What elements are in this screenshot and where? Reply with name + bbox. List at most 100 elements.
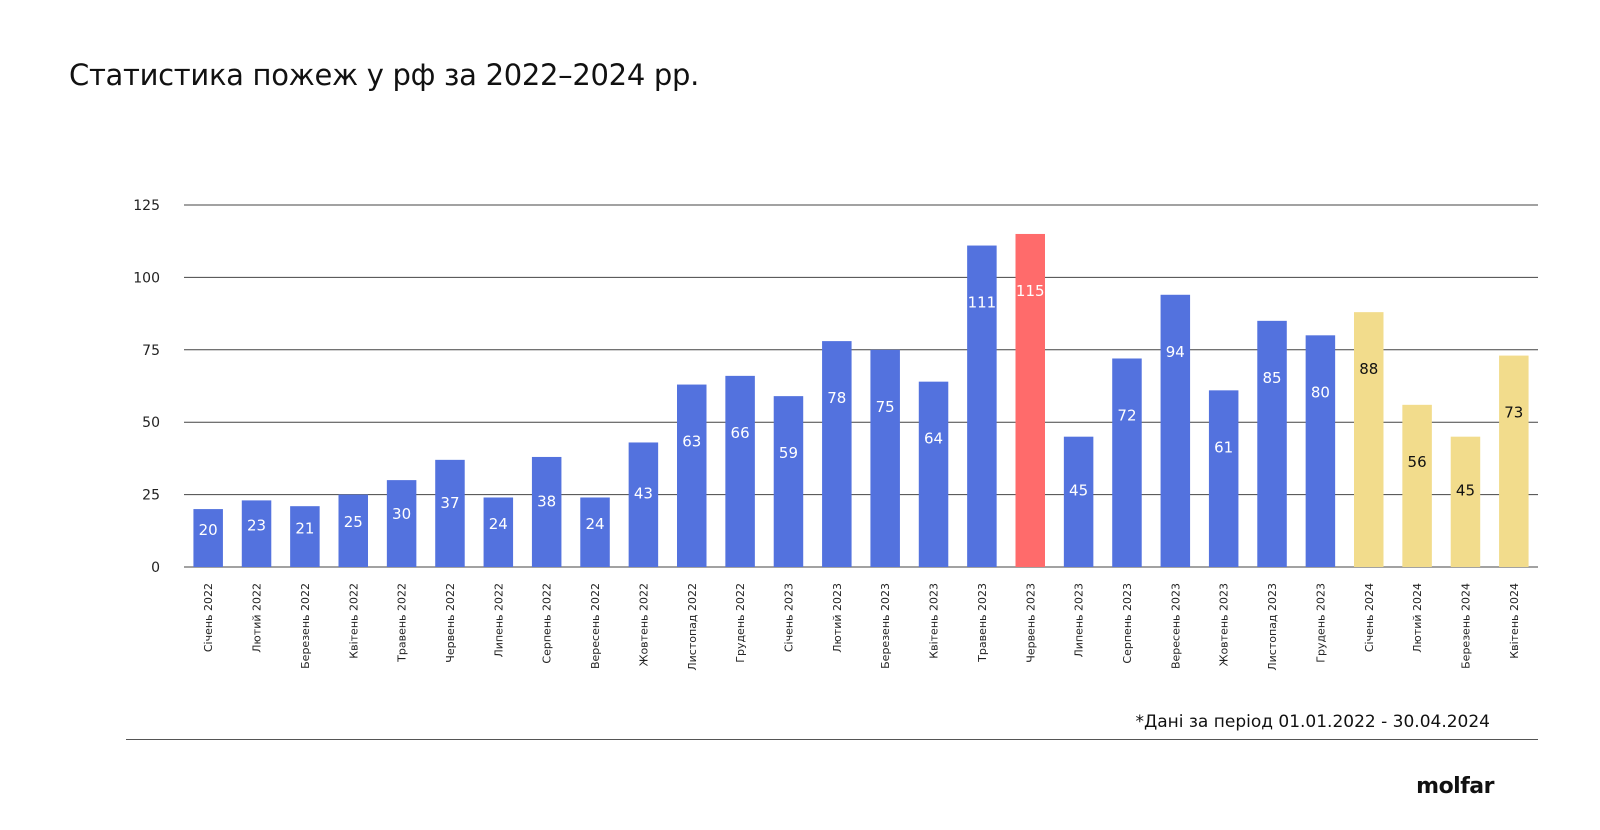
x-tick-label: Жовтень 2022 [637,583,650,666]
bars [193,233,1529,567]
x-tick-label: Червень 2023 [1024,583,1037,663]
bar-value-label: 63 [682,433,701,451]
x-tick-label: Серпень 2022 [541,583,554,664]
x-tick-label: Січень 2024 [1363,583,1376,652]
bar [1450,436,1481,567]
bar-value-label: 72 [1117,406,1136,424]
bar-value-label: 59 [779,444,798,462]
x-tick-label: Лютий 2022 [251,583,264,653]
bar [338,494,368,567]
x-tick-label: Травень 2023 [976,583,989,663]
x-tick-label: Січень 2023 [782,583,795,652]
y-tick-label: 75 [142,343,160,359]
x-tick-label: Лютий 2023 [831,583,844,653]
x-tick-label: Квітень 2022 [347,583,360,659]
bar-value-label: 25 [344,513,363,531]
bar [1208,390,1239,567]
bar-value-label: 88 [1359,360,1378,378]
bar-value-label: 111 [968,294,997,312]
bar [435,459,465,567]
bar [1257,320,1287,567]
bar-value-label: 64 [924,430,943,448]
data-labels: 20 23 21 25 30 37 24 38 24 43 63 66 59 78 75 64 111 115 45… [199,282,1524,539]
bar [1112,358,1142,567]
bar-value-label: 56 [1408,453,1427,471]
bar [773,396,804,567]
x-tick-label: Листопад 2022 [686,583,699,671]
bar [1160,294,1191,567]
bar [1015,233,1045,567]
x-tick-label: Березень 2023 [879,583,892,669]
y-tick-label: 25 [142,488,160,504]
x-tick-label: Грудень 2023 [1314,583,1327,663]
y-tick-label: 0 [151,560,160,576]
bar-value-label: 45 [1069,481,1088,499]
x-tick-label: Липень 2022 [492,583,505,658]
bar [531,456,562,567]
bar [1063,436,1094,567]
y-tick-label: 100 [133,270,160,286]
x-tick-label: Квітень 2024 [1508,583,1521,659]
y-axis-ticks: 0 25 50 75 100 125 [133,198,160,576]
bar-value-label: 78 [827,389,846,407]
bar-value-label: 24 [489,515,508,533]
x-tick-label: Серпень 2023 [1121,583,1134,664]
bar-value-label: 115 [1016,282,1045,300]
bar [967,245,997,567]
bar-chart: 0 25 50 75 100 125 20 23 21 25 30 37 24 38 24 43 63 66 59… [133,198,1538,671]
x-tick-label: Жовтень 2023 [1218,583,1231,666]
x-tick-label: Квітень 2023 [928,583,941,659]
bar [870,349,900,567]
bar-value-label: 30 [392,505,411,523]
x-tick-label: Травень 2022 [396,583,409,663]
x-tick-label: Червень 2022 [444,583,457,663]
x-tick-label: Грудень 2022 [734,583,747,663]
logo-text: molfar [1416,774,1494,799]
x-tick-label: Вересень 2022 [589,583,602,669]
x-tick-label: Липень 2023 [1073,583,1086,658]
bar [677,384,707,567]
bar [1402,404,1432,567]
bar [1354,312,1384,567]
bar [1499,355,1529,567]
bar [241,500,272,567]
bar-value-label: 43 [634,485,653,503]
y-tick-label: 50 [142,415,160,431]
bar [918,381,949,567]
bar [386,480,417,567]
x-tick-label: Листопад 2023 [1266,583,1279,671]
bar [290,506,320,567]
x-tick-label: Січень 2022 [202,583,215,652]
bar-value-label: 45 [1456,481,1475,499]
bar-value-label: 20 [199,521,218,539]
bar [628,442,659,567]
bar-value-label: 80 [1311,383,1330,401]
x-tick-label: Лютий 2024 [1411,583,1424,653]
bar-value-label: 38 [537,492,556,510]
bar-value-label: 94 [1166,343,1185,361]
bar-value-label: 73 [1504,404,1523,422]
bar [822,341,852,567]
bar-value-label: 24 [585,515,604,533]
x-tick-label: Березень 2024 [1459,583,1472,669]
bar-value-label: 21 [295,520,314,538]
bar [193,509,223,567]
bar-value-label: 75 [876,398,895,416]
bar [580,497,610,567]
molfar-logo: molfar [1416,774,1494,810]
bar [725,375,755,567]
bar-value-label: 61 [1214,438,1233,456]
bar-value-label: 66 [731,424,750,442]
chart-title: Статистика пожеж у рф за 2022–2024 рр. [69,58,700,92]
footnote: *Дані за період 01.01.2022 - 30.04.2024 [1135,712,1490,732]
y-tick-label: 125 [133,198,160,214]
bar [1305,335,1336,567]
footer-divider [126,739,1538,740]
bar-value-label: 23 [247,516,266,534]
bar [483,497,514,567]
x-tick-label: Вересень 2023 [1169,583,1182,669]
bar-value-label: 85 [1262,369,1281,387]
x-tick-label: Березень 2022 [299,583,312,669]
bar-value-label: 37 [440,494,459,512]
x-axis-ticks: Січень 2022 Лютий 2022 Березень 2022 Квітен… [202,583,1521,671]
